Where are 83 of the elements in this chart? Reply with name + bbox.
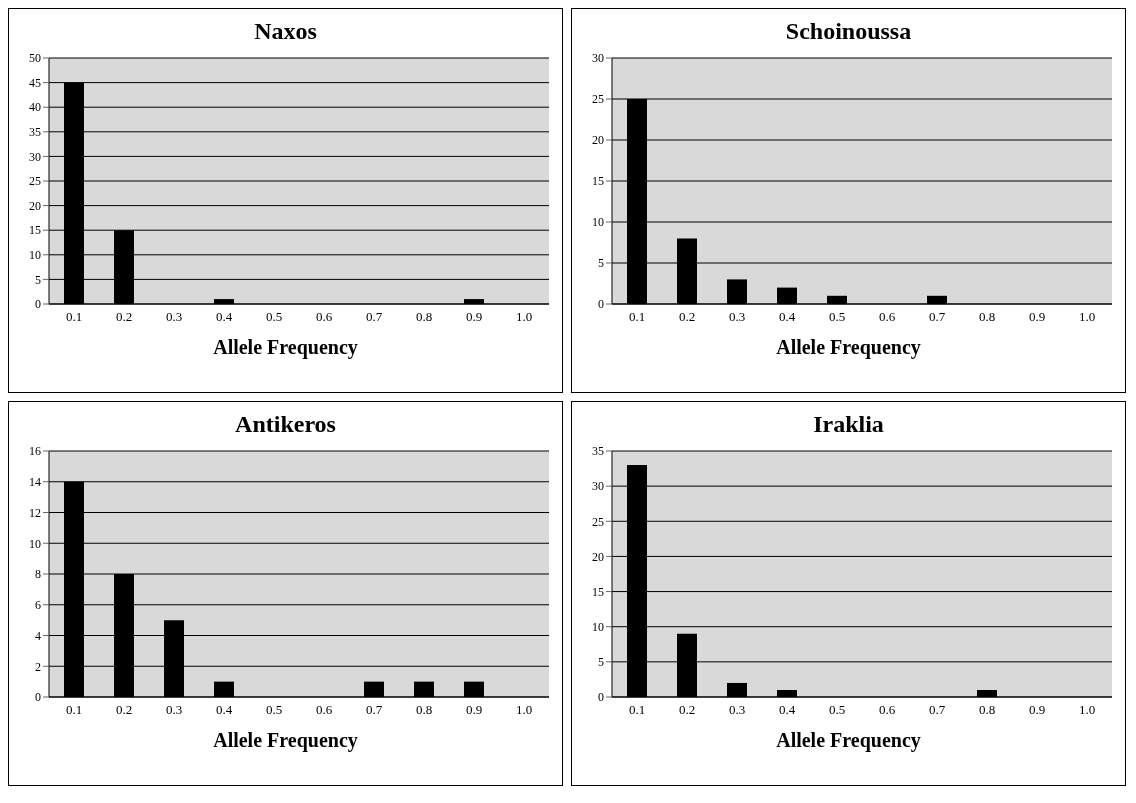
y-tick-label: 35 (29, 125, 41, 140)
x-tick-label: 0.5 (265, 309, 283, 325)
y-tick-label: 10 (592, 619, 604, 634)
x-tick-label: 1.0 (515, 309, 533, 325)
y-tick-label: 12 (29, 505, 41, 520)
y-tick-label: 30 (592, 51, 604, 66)
x-tick-label: 1.0 (1078, 702, 1096, 718)
x-tick-label: 1.0 (1078, 309, 1096, 325)
y-tick-label: 30 (29, 149, 41, 164)
x-tick-label: 0.7 (928, 702, 946, 718)
x-axis-title: Allele Frequency (775, 336, 922, 359)
y-tick-label: 35 (592, 444, 604, 459)
x-tick-label: 0.2 (678, 309, 696, 325)
x-tick-label: 1.0 (515, 702, 533, 718)
x-tick-label: 0.5 (828, 309, 846, 325)
x-tick-label: 0.3 (165, 702, 183, 718)
y-tick-label: 0 (598, 690, 604, 705)
chart-title: Iraklia (812, 410, 885, 439)
x-tick-label: 0.1 (65, 702, 83, 718)
x-tick-label: 0.8 (415, 702, 433, 718)
y-tick-label: 25 (592, 514, 604, 529)
x-tick-label: 0.4 (778, 309, 796, 325)
y-tick-label: 0 (35, 297, 41, 312)
x-tick-label: 0.9 (465, 702, 483, 718)
y-tick-label: 15 (29, 223, 41, 238)
x-tick-label: 0.8 (978, 309, 996, 325)
y-tick-label: 40 (29, 100, 41, 115)
y-tick-label: 10 (29, 536, 41, 551)
x-tick-label: 0.3 (728, 309, 746, 325)
y-tick-label: 14 (29, 475, 41, 490)
x-tick-label: 0.2 (678, 702, 696, 718)
x-tick-label: 0.2 (115, 309, 133, 325)
x-axis-title: Allele Frequency (212, 729, 359, 752)
y-tick-label: 20 (592, 549, 604, 564)
y-tick-label: 8 (35, 567, 41, 582)
y-tick-label: 15 (592, 584, 604, 599)
y-tick-label: 16 (29, 444, 41, 459)
chart-title: Antikeros (234, 410, 337, 439)
y-tick-label: 20 (592, 133, 604, 148)
y-tick-label: 20 (29, 198, 41, 213)
y-tick-label: 6 (35, 598, 41, 613)
y-tick-label: 10 (592, 215, 604, 230)
y-tick-label: 4 (35, 628, 41, 643)
x-tick-label: 0.8 (415, 309, 433, 325)
y-tick-label: 30 (592, 479, 604, 494)
x-tick-label: 0.9 (465, 309, 483, 325)
y-tick-label: 50 (29, 51, 41, 66)
x-tick-label: 0.5 (828, 702, 846, 718)
x-tick-label: 0.4 (215, 702, 233, 718)
y-tick-label: 15 (592, 174, 604, 189)
x-tick-label: 0.1 (628, 702, 646, 718)
x-tick-label: 0.9 (1028, 702, 1046, 718)
x-tick-label: 0.4 (778, 702, 796, 718)
x-tick-label: 0.6 (315, 309, 333, 325)
y-tick-label: 0 (35, 690, 41, 705)
x-tick-label: 0.7 (928, 309, 946, 325)
x-axis-title: Allele Frequency (212, 336, 359, 359)
y-tick-label: 5 (35, 272, 41, 287)
x-tick-label: 0.6 (315, 702, 333, 718)
y-tick-label: 25 (592, 92, 604, 107)
x-tick-label: 0.3 (728, 702, 746, 718)
y-tick-label: 5 (598, 256, 604, 271)
x-tick-label: 0.4 (215, 309, 233, 325)
y-tick-label: 0 (598, 297, 604, 312)
x-axis-title: Allele Frequency (775, 729, 922, 752)
x-tick-label: 0.6 (878, 702, 896, 718)
x-tick-label: 0.9 (1028, 309, 1046, 325)
x-tick-label: 0.1 (65, 309, 83, 325)
y-tick-label: 45 (29, 75, 41, 90)
y-tick-label: 10 (29, 248, 41, 263)
x-tick-label: 0.5 (265, 702, 283, 718)
y-tick-label: 5 (598, 655, 604, 670)
y-tick-label: 2 (35, 659, 41, 674)
x-tick-label: 0.6 (878, 309, 896, 325)
x-tick-label: 0.7 (365, 309, 383, 325)
chart-title: Schoinoussa (784, 17, 913, 46)
y-tick-label: 25 (29, 174, 41, 189)
x-tick-label: 0.7 (365, 702, 383, 718)
x-tick-label: 0.8 (978, 702, 996, 718)
chart-title: Naxos (253, 17, 318, 46)
x-tick-label: 0.3 (165, 309, 183, 325)
x-tick-label: 0.1 (628, 309, 646, 325)
x-tick-label: 0.2 (115, 702, 133, 718)
